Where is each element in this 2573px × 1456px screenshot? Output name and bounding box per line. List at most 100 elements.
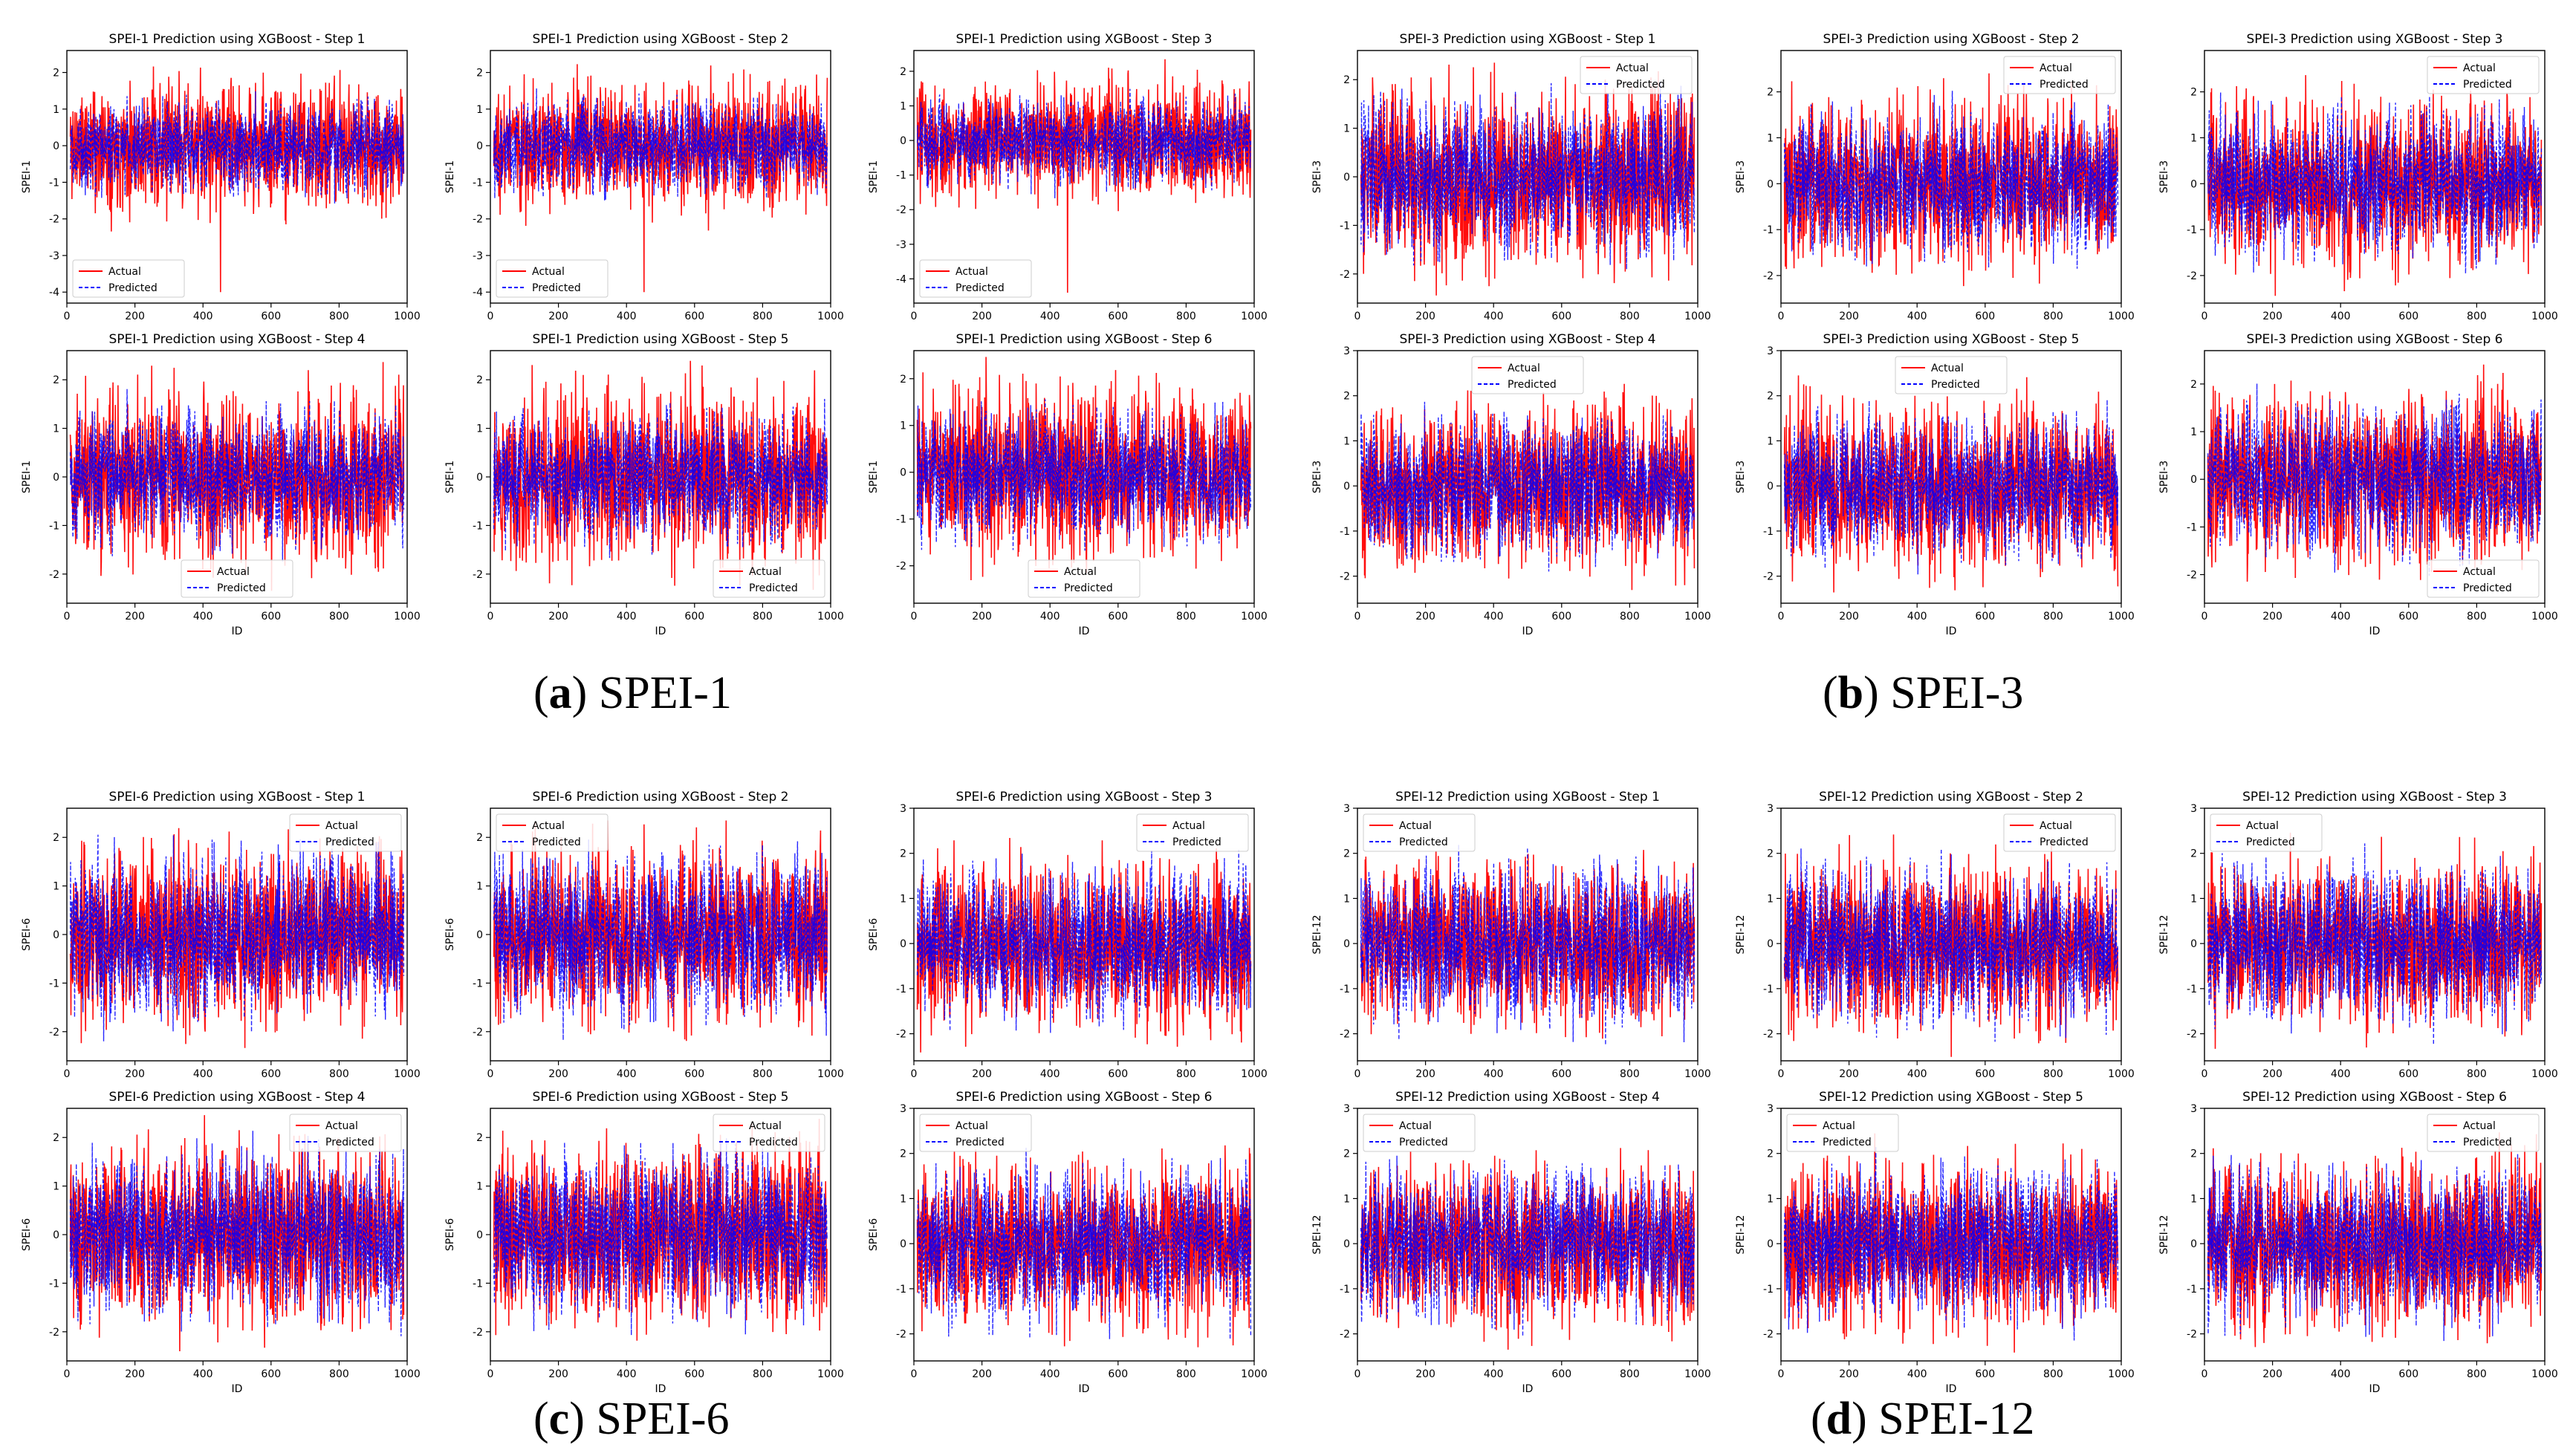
x-tick-label: 1000 (1241, 1368, 1268, 1380)
legend-predicted-label: Predicted (955, 282, 1005, 294)
x-tick-label: 400 (193, 1068, 213, 1080)
legend-box (1028, 559, 1141, 598)
legend: Actual Predicted (2427, 1114, 2540, 1152)
x-tick-label: 1000 (394, 1068, 421, 1080)
plot-frame (1357, 807, 1698, 1062)
y-axis-label: SPEI-6 (21, 918, 33, 951)
x-tick-label: 800 (329, 1368, 349, 1380)
legend-actual-label: Actual (217, 566, 250, 578)
y-tick-label: -2 (473, 1027, 483, 1039)
x-tick-label: 1000 (1684, 311, 1711, 322)
subplot-title: SPEI-1 Prediction using XGBoost - Step 1 (108, 32, 365, 47)
legend-box (289, 1114, 402, 1152)
legend-predicted-label: Predicted (1064, 582, 1113, 594)
subplot-24: SPEI-12 Prediction using XGBoost - Step … (2158, 1090, 2558, 1395)
x-tick-label: 400 (2331, 1368, 2351, 1380)
subplot-20: SPEI-12 Prediction using XGBoost - Step … (1735, 790, 2135, 1080)
x-tick-label: 400 (617, 611, 637, 623)
legend-predicted-label: Predicted (325, 836, 374, 848)
legend: Actual Predicted (496, 259, 609, 298)
y-tick-label: -2 (2187, 1329, 2197, 1341)
subplot-title: SPEI-3 Prediction using XGBoost - Step 6 (2246, 332, 2502, 347)
legend-actual-label: Actual (325, 820, 358, 832)
legend-predicted-label: Predicted (2040, 79, 2089, 91)
y-tick-label: 1 (476, 104, 483, 116)
x-tick-label: 600 (1108, 311, 1128, 322)
y-tick-label: 2 (476, 68, 483, 79)
x-tick-label: 800 (2043, 611, 2063, 623)
x-tick-label: 0 (2202, 311, 2208, 322)
x-tick-label: 600 (1975, 611, 1995, 623)
subplot-title: SPEI-12 Prediction using XGBoost - Step … (2242, 1090, 2507, 1105)
x-tick-label: 0 (911, 311, 918, 322)
y-tick-label: -2 (2187, 270, 2197, 282)
x-tick-label: 400 (1040, 611, 1060, 623)
y-tick-label: -2 (1340, 571, 1350, 583)
series-predicted-line (2207, 383, 2543, 576)
y-tick-label: -1 (1763, 526, 1774, 538)
y-tick-label: -1 (896, 1284, 906, 1296)
x-tick-label: 200 (125, 311, 145, 322)
legend-actual-label: Actual (532, 820, 565, 832)
x-tick-label: 800 (1176, 1068, 1196, 1080)
x-tick-label: 800 (753, 611, 773, 623)
legend-predicted-label: Predicted (2463, 1137, 2512, 1148)
y-tick-label: -1 (1340, 220, 1350, 232)
y-tick-label: -1 (1340, 526, 1350, 538)
legend-predicted-label: Predicted (108, 282, 158, 294)
legend-actual-label: Actual (2040, 820, 2072, 832)
plot-frame (913, 50, 1255, 304)
legend: Actual Predicted (2427, 559, 2540, 598)
x-tick-label: 0 (1354, 1368, 1361, 1380)
plot-frame (2204, 807, 2546, 1062)
subplot-6: SPEI-1 Prediction using XGBoost - Step 6… (868, 332, 1268, 637)
legend-box (2427, 1114, 2540, 1152)
subplot-title: SPEI-6 Prediction using XGBoost - Step 3 (955, 790, 1212, 805)
y-tick-label: -4 (473, 287, 483, 299)
y-tick-label: 1 (476, 881, 483, 893)
x-axis-label: ID (655, 625, 666, 637)
x-tick-label: 800 (753, 1068, 773, 1080)
x-axis-label: ID (1946, 625, 1957, 637)
y-tick-label: -1 (473, 177, 483, 189)
legend: Actual Predicted (1471, 356, 1584, 394)
y-tick-label: 0 (900, 135, 906, 147)
series-actual-line (1783, 375, 2119, 593)
legend-predicted-label: Predicted (217, 582, 266, 594)
subplot-title: SPEI-12 Prediction using XGBoost - Step … (2242, 790, 2507, 805)
legend-actual-label: Actual (1508, 363, 1540, 374)
x-tick-label: 400 (1484, 1068, 1504, 1080)
legend-actual-label: Actual (1616, 62, 1649, 74)
x-axis-label: ID (1079, 625, 1090, 637)
x-tick-label: 800 (1620, 311, 1640, 322)
subplot-2: SPEI-1 Prediction using XGBoost - Step 2… (444, 32, 844, 322)
y-axis-label: SPEI-3 (1311, 461, 1323, 493)
y-axis-label: SPEI-3 (2158, 461, 2170, 493)
subplot-title: SPEI-1 Prediction using XGBoost - Step 2 (532, 32, 788, 47)
x-tick-label: 800 (2043, 311, 2063, 322)
x-tick-label: 0 (487, 311, 494, 322)
y-tick-label: -3 (473, 250, 483, 262)
y-axis-label: SPEI-6 (21, 1218, 33, 1251)
legend-predicted-label: Predicted (749, 1137, 798, 1148)
legend-actual-label: Actual (2246, 820, 2279, 832)
y-tick-label: 1 (1343, 893, 1350, 905)
legend-box (181, 559, 293, 598)
x-axis-label: ID (232, 625, 243, 637)
x-axis-label: ID (1946, 1383, 1957, 1395)
x-tick-label: 800 (1620, 611, 1640, 623)
y-tick-label: -2 (49, 569, 59, 581)
y-tick-label: -2 (1763, 571, 1774, 583)
x-tick-label: 0 (64, 311, 71, 322)
legend-actual-label: Actual (1399, 820, 1432, 832)
x-tick-label: 1000 (394, 611, 421, 623)
y-tick-label: -3 (49, 250, 59, 262)
x-tick-label: 800 (2467, 1068, 2487, 1080)
x-tick-label: 400 (1040, 1068, 1060, 1080)
plot-frame (2204, 50, 2546, 304)
y-tick-label: 2 (2190, 87, 2197, 99)
y-tick-label: -1 (1340, 984, 1350, 995)
x-tick-label: 800 (329, 1068, 349, 1080)
y-tick-label: -1 (2187, 224, 2197, 236)
